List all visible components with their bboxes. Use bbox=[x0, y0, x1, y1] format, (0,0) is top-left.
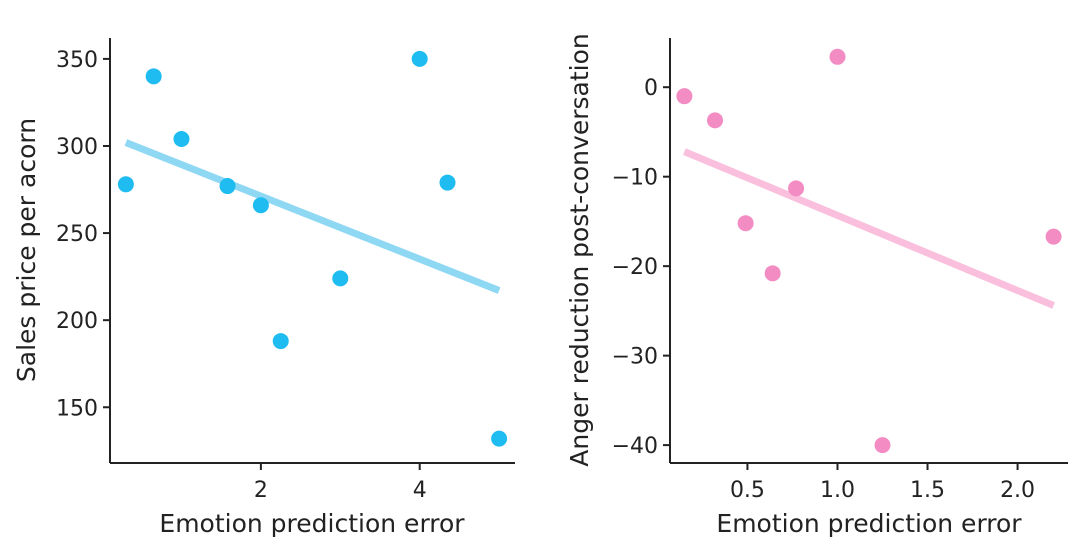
x-tick-label: 1.0 bbox=[820, 478, 855, 503]
x-tick-label: 2 bbox=[254, 478, 268, 503]
scatter-point bbox=[829, 48, 846, 65]
scatter-point bbox=[173, 131, 190, 148]
x-tick-label: 2.0 bbox=[1000, 478, 1035, 503]
y-tick-label: 0 bbox=[644, 76, 658, 101]
trend-line bbox=[683, 148, 1055, 309]
scatter-point bbox=[411, 50, 428, 67]
scatter-point bbox=[332, 270, 349, 287]
y-tick-label: −20 bbox=[612, 255, 658, 280]
y-axis-label: Anger reduction post-conversation bbox=[565, 33, 594, 466]
x-tick-label: 4 bbox=[413, 478, 427, 503]
scatter-point bbox=[491, 430, 508, 447]
scatter-point bbox=[252, 197, 269, 214]
trend-line bbox=[124, 139, 501, 294]
y-tick-label: 300 bbox=[56, 135, 98, 160]
x-axis-label: Emotion prediction error bbox=[159, 509, 465, 538]
scatter-point bbox=[439, 174, 456, 191]
y-tick-label: −10 bbox=[612, 166, 658, 191]
scatter-point bbox=[707, 112, 724, 129]
scatter-point bbox=[219, 178, 236, 195]
y-tick-label: −40 bbox=[612, 434, 658, 459]
y-tick-label: −30 bbox=[612, 345, 658, 370]
y-tick-label: 200 bbox=[56, 309, 98, 334]
tick-group: −40 −30 −20 −10 0 0.5 1.0 1.5 2.0 bbox=[612, 76, 1036, 503]
scatter-point bbox=[788, 180, 805, 197]
scatter-point bbox=[117, 176, 134, 193]
scatter-point bbox=[874, 437, 891, 454]
chart-right: −40 −30 −20 −10 0 0.5 1.0 1.5 2.0 Emotion predic… bbox=[565, 33, 1068, 538]
scatter-point bbox=[737, 215, 754, 232]
x-tick-label: 0.5 bbox=[730, 478, 765, 503]
scatter-point bbox=[676, 88, 693, 105]
y-tick-label: 350 bbox=[56, 48, 98, 73]
scatter-point bbox=[764, 265, 781, 282]
scatter-point bbox=[272, 333, 289, 350]
mark-group bbox=[676, 48, 1062, 454]
x-axis-label: Emotion prediction error bbox=[716, 509, 1022, 538]
tick-group: 150 200 250 300 350 2 4 bbox=[56, 48, 427, 503]
chart-left: 150 200 250 300 350 2 4 Emotion prediction err… bbox=[12, 38, 515, 538]
scatter-point bbox=[145, 68, 162, 85]
y-axis-label: Sales price per acorn bbox=[12, 118, 41, 382]
x-tick-label: 1.5 bbox=[910, 478, 945, 503]
mark-group bbox=[117, 50, 508, 447]
scatter-point bbox=[1045, 228, 1062, 245]
y-tick-label: 150 bbox=[56, 396, 98, 421]
y-tick-label: 250 bbox=[56, 222, 98, 247]
